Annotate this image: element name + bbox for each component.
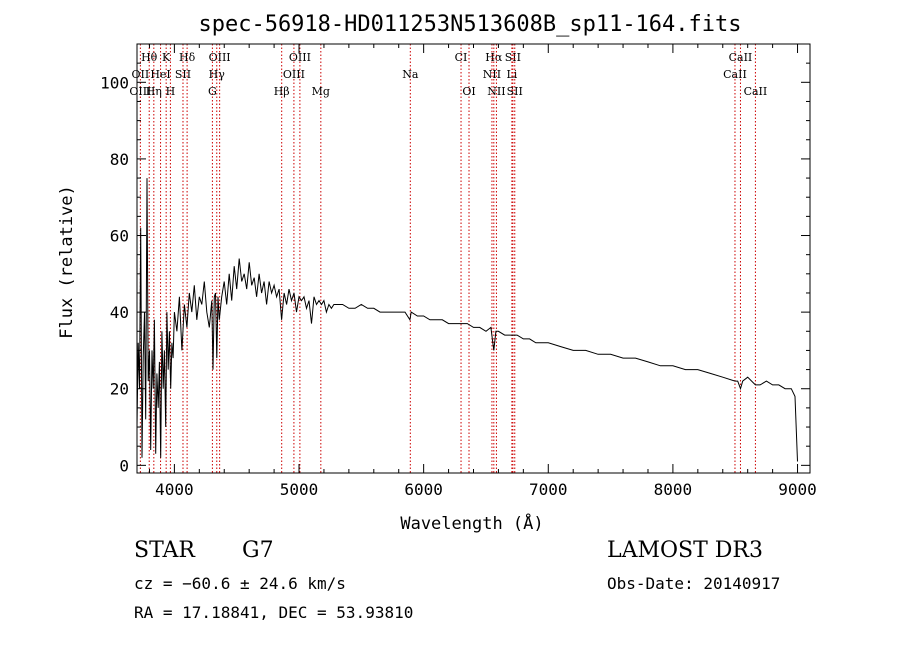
marker-label: Na <box>402 68 419 81</box>
marker-label: OIII <box>283 68 305 81</box>
marker-label: Hη <box>146 85 162 98</box>
y-tick-label: 20 <box>110 380 129 399</box>
y-tick-label: 60 <box>110 227 129 246</box>
marker-label: Hθ <box>141 51 158 64</box>
x-tick-label: 6000 <box>404 480 443 499</box>
marker-label: K <box>162 51 171 64</box>
survey-name: LAMOST DR3 <box>607 538 763 563</box>
marker-label: Hδ <box>179 51 196 64</box>
x-axis-label: Wavelength (Å) <box>400 512 543 534</box>
marker-label: CI <box>455 51 468 64</box>
marker-label: SII <box>175 68 191 81</box>
y-axis-label: Flux (relative) <box>57 185 77 339</box>
marker-label: NII <box>483 68 501 81</box>
marker-label: OII <box>132 68 150 81</box>
object-subclass: G7 <box>242 538 274 563</box>
x-tick-label: 4000 <box>155 480 194 499</box>
marker-label: NII <box>487 85 505 98</box>
y-tick-label: 100 <box>100 73 129 92</box>
x-tick-label: 8000 <box>654 480 693 499</box>
marker-label: HeI <box>150 68 170 81</box>
axes: 4000 5000 6000 7000 8000 9000 0 20 40 60 80 100 <box>100 43 817 499</box>
marker-label: OI <box>462 85 475 98</box>
ra-dec: RA = 17.18841, DEC = 53.93810 <box>134 603 414 622</box>
marker-label: SII <box>507 85 523 98</box>
marker-label: H <box>166 85 176 98</box>
y-tick-label: 0 <box>119 456 129 475</box>
chart-title: spec-56918-HD011253N513608B_sp11-164.fit… <box>198 12 741 37</box>
marker-label: Hβ <box>274 85 290 98</box>
marker-label: SII <box>505 51 521 64</box>
x-tick-label: 5000 <box>280 480 319 499</box>
marker-label: OIII <box>209 51 231 64</box>
spectrum-line <box>136 178 798 462</box>
marker-label: Hα <box>485 51 503 64</box>
y-tick-label: 40 <box>110 303 129 322</box>
marker-label: OIII <box>129 85 151 98</box>
marker-label: Hγ <box>209 68 226 81</box>
x-tick-label: 7000 <box>529 480 568 499</box>
x-tick-label: 9000 <box>778 480 817 499</box>
redshift-cz: cz = −60.6 ± 24.6 km/s <box>134 574 346 593</box>
obs-date: Obs-Date: 20140917 <box>607 574 781 593</box>
object-class: STAR <box>134 538 195 563</box>
marker-label: OIII <box>289 51 311 64</box>
marker-label: CaII <box>744 85 768 98</box>
plot-frame <box>136 43 811 474</box>
spectrum-series <box>136 178 798 462</box>
marker-label: CaII <box>729 51 753 64</box>
marker-label: G <box>208 85 217 98</box>
marker-label: Li <box>506 68 517 81</box>
y-tick-label: 80 <box>110 150 129 169</box>
marker-label: CaII <box>723 68 747 81</box>
marker-label: Mg <box>312 85 330 98</box>
